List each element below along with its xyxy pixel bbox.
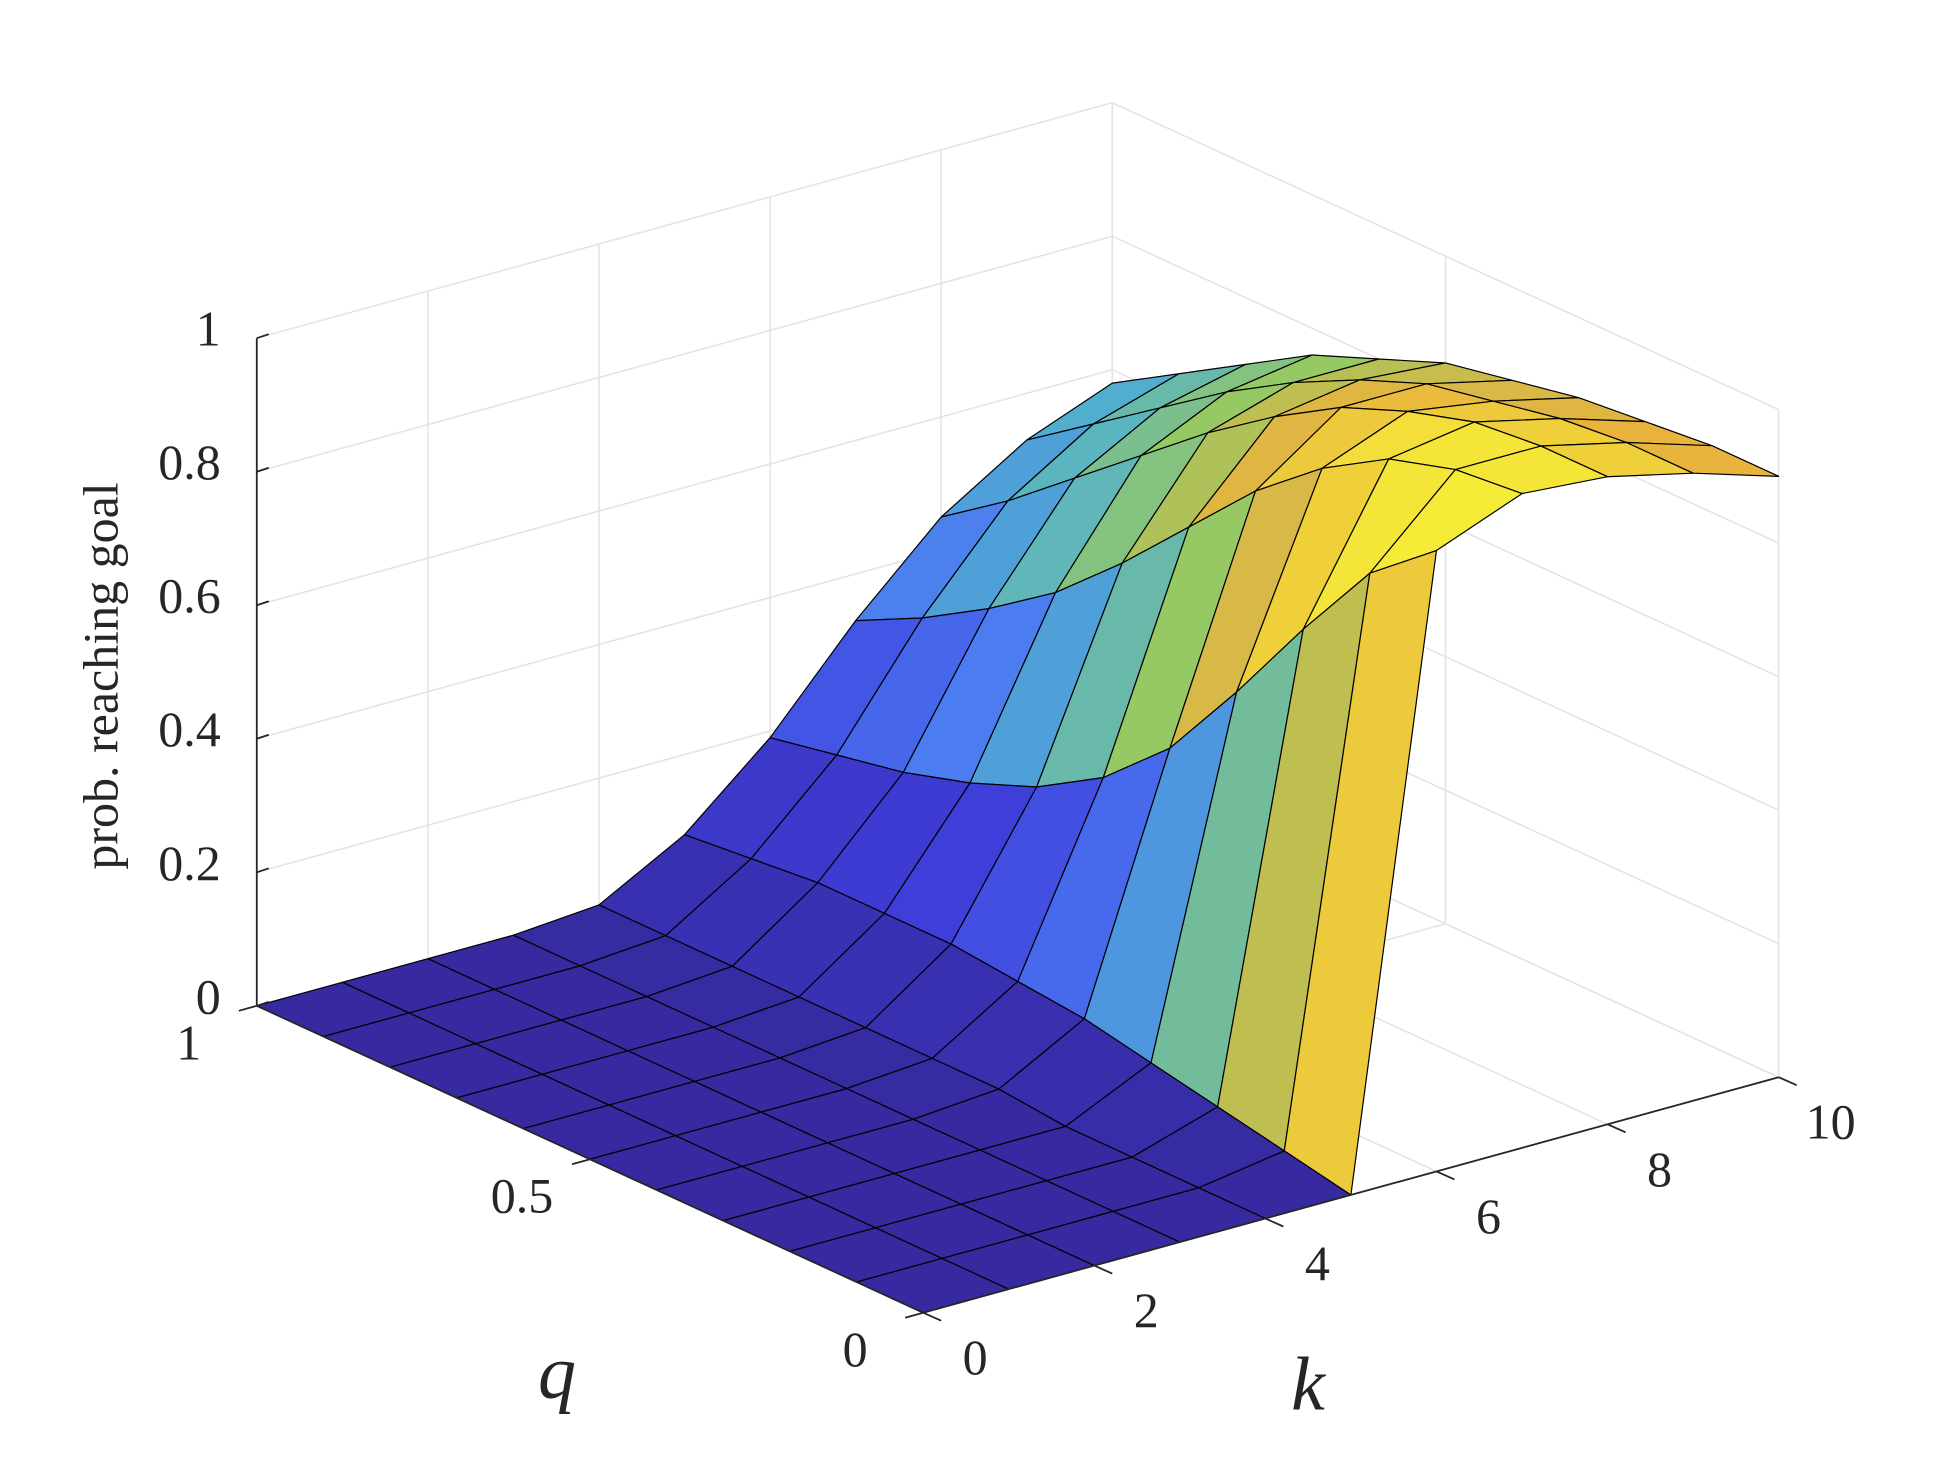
z-tick-label: 0.4 (158, 701, 221, 757)
z-tick (256, 600, 270, 607)
x-tick-label: 4 (1305, 1235, 1330, 1291)
x-tick-label: 0 (963, 1329, 988, 1385)
grid-line (256, 369, 1113, 606)
grid-line (256, 101, 1113, 339)
y-tick (238, 1004, 258, 1012)
x-tick (1264, 1217, 1284, 1228)
y-axis-label: q (538, 1330, 576, 1414)
y-tick (904, 1311, 924, 1319)
z-tick (256, 867, 270, 874)
x-axis-label: k (1291, 1342, 1326, 1426)
z-tick (256, 1000, 270, 1007)
z-tick-label: 0 (196, 968, 221, 1024)
z-tick (256, 466, 270, 473)
x-tick-label: 2 (1134, 1282, 1159, 1338)
x-tick-label: 6 (1476, 1188, 1501, 1244)
y-tick (571, 1158, 591, 1166)
z-tick-label: 0.8 (158, 434, 221, 490)
x-tick-label: 8 (1647, 1141, 1672, 1197)
y-tick-label: 1 (176, 1014, 201, 1070)
x-tick (922, 1311, 942, 1322)
z-tick-label: 1 (196, 301, 221, 357)
z-tick-label: 0.2 (158, 835, 221, 891)
grid-line (256, 235, 1113, 473)
z-axis-label: prob. reaching goal (72, 482, 128, 869)
x-tick (1436, 1170, 1455, 1181)
x-tick (1607, 1123, 1626, 1134)
x-tick (1093, 1264, 1113, 1275)
x-tick (1778, 1076, 1798, 1087)
grid-line (1111, 102, 1779, 411)
z-tick (256, 333, 270, 340)
x-tick-label: 10 (1806, 1094, 1856, 1150)
y-tick-label: 0.5 (491, 1168, 554, 1224)
z-tick-label: 0.6 (158, 568, 221, 624)
z-tick (256, 733, 270, 740)
surface (256, 354, 1780, 1314)
x-axis-line (922, 1076, 1779, 1314)
y-tick-label: 0 (843, 1321, 868, 1377)
